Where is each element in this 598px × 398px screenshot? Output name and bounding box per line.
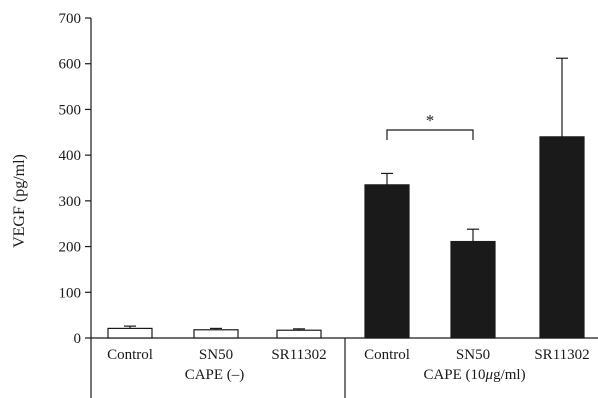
y-tick-label: 200: [59, 240, 82, 256]
category-label: SR11302: [534, 347, 589, 363]
significance-star: *: [426, 111, 435, 130]
y-tick-label: 400: [59, 148, 82, 164]
group-label: CAPE (10μg/ml): [423, 367, 525, 383]
y-axis-title: VEGF (pg/ml): [11, 154, 28, 248]
bar: [450, 240, 496, 339]
y-axis-ticks: 0 100 200 300 400 500 600 700: [59, 11, 91, 347]
y-tick-label: 0: [74, 331, 82, 347]
y-tick-label: 100: [59, 285, 82, 301]
annotations: *: [386, 111, 474, 140]
category-label: Control: [107, 347, 153, 363]
category-label: SN50: [456, 347, 490, 363]
bar: [539, 136, 585, 339]
y-tick-label: 600: [59, 57, 82, 73]
bar: [193, 329, 239, 339]
significance-bracket: [386, 129, 474, 140]
bar: [107, 327, 153, 339]
y-tick-label: 700: [59, 11, 82, 27]
category-label: SR11302: [271, 347, 326, 363]
bars: [107, 136, 585, 339]
bar: [276, 329, 322, 339]
axes: [90, 18, 598, 398]
y-tick-label: 300: [59, 194, 82, 210]
category-label: Control: [364, 347, 410, 363]
category-label: SN50: [199, 347, 233, 363]
group-label: CAPE (–): [185, 367, 245, 383]
bar: [364, 184, 410, 339]
x-axis-labels: Control SN50 SR11302 Control SN50 SR11302 CAPE…: [107, 347, 590, 383]
y-tick-label: 500: [59, 102, 82, 118]
error-bars: [124, 57, 568, 331]
